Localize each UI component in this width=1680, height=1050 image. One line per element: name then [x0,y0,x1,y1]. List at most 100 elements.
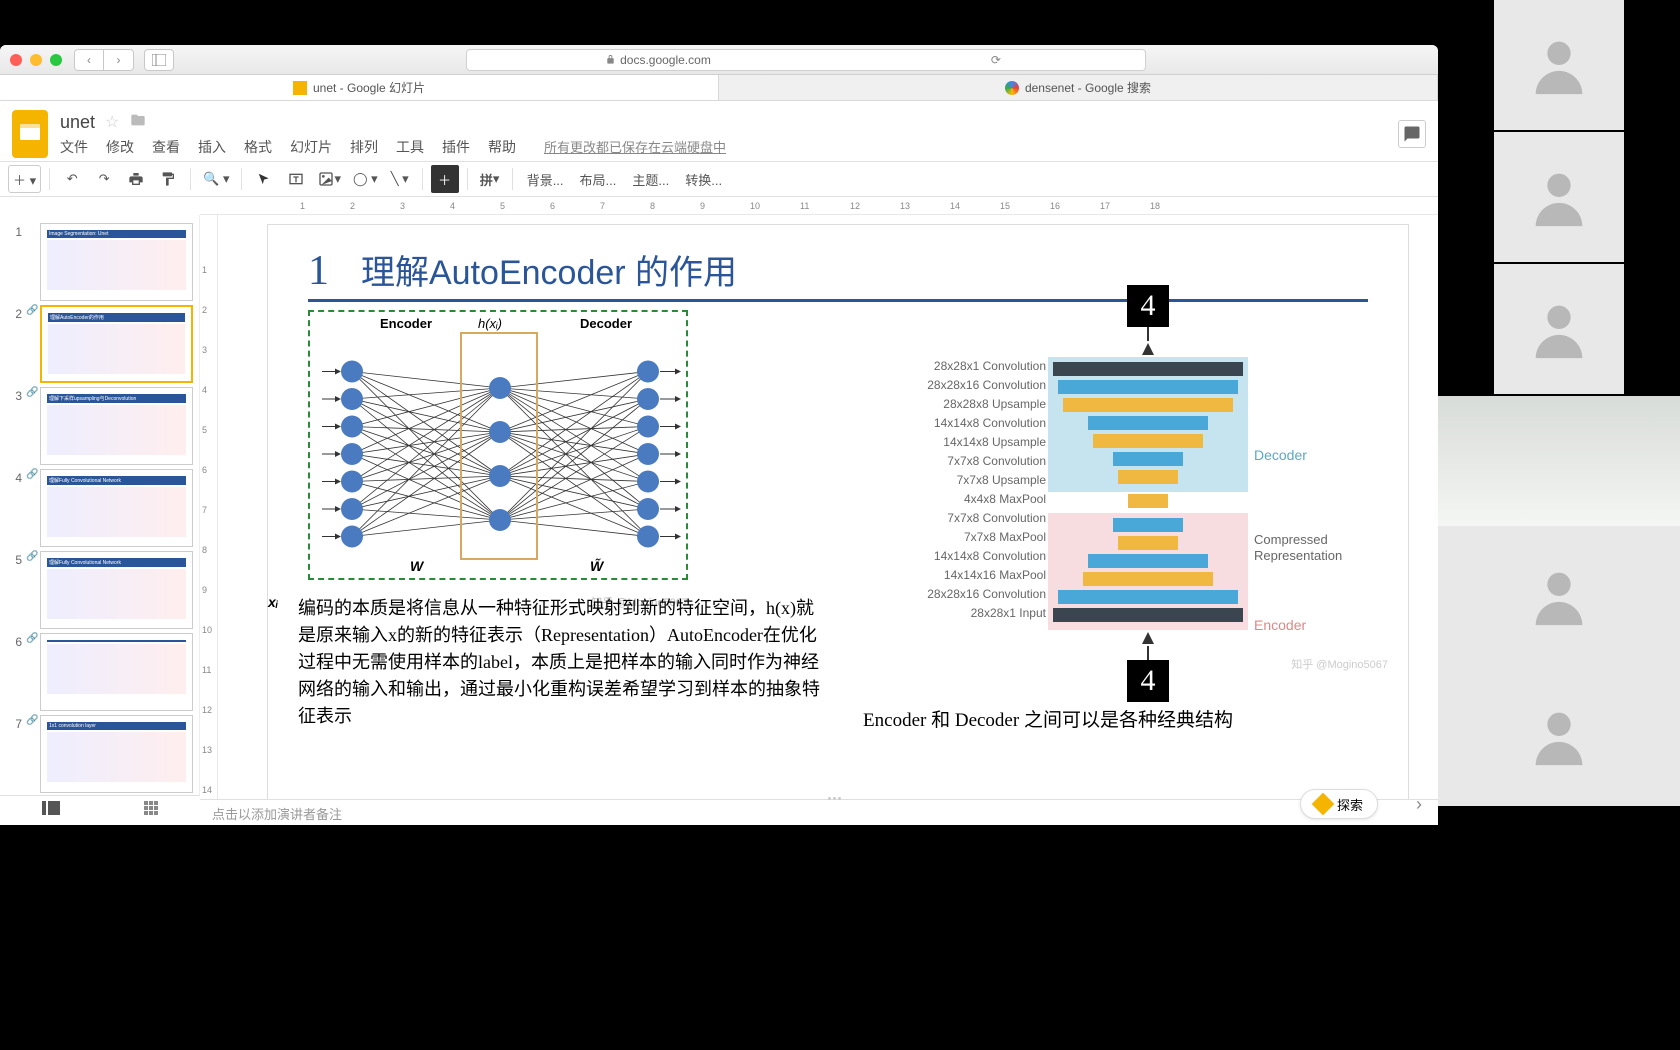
right-caption: Encoder 和 Decoder 之间可以是各种经典结构 [808,705,1288,732]
sidebar-toggle[interactable] [144,49,174,71]
safari-window: ‹ › docs.google.com ⟳ unet - Google 幻灯片 … [0,45,1438,825]
nav-buttons: ‹ › [74,49,134,71]
theme-button[interactable]: 主题... [626,170,675,189]
thumbnail-row[interactable]: 1Image Segmentation: Unet [0,221,199,303]
menu-view[interactable]: 查看 [152,137,180,157]
print-button[interactable] [122,165,150,193]
explore-icon [1312,793,1335,816]
participant-tile-camera[interactable] [1438,396,1680,526]
align-tool[interactable]: 拼 ▾ [476,165,504,193]
window-controls [10,54,62,66]
hidden-highlight [460,332,538,560]
x-label: xᵢ [268,594,278,610]
background-button[interactable]: 背景... [521,170,570,189]
canvas[interactable]: 1 理解AutoEncoder 的作用 Encoder h(xᵢ) Decode… [218,215,1438,813]
body-paragraph: 编码的本质是将信息从一种特征形式映射到新的特征空间，h(x)就是原来输入x的新的… [298,595,828,730]
doc-title[interactable]: unet [60,112,95,133]
thumbnail-row[interactable]: 4🔗理解Fully Convolutional Network [0,467,199,549]
thumbnail-row[interactable]: 2🔗理解AutoEncoder的作用 [0,303,199,385]
toolbar: ＋ ▾ ↶ ↷ 🔍 ▾ ▾ ◯ ▾ ╲ ▾ ＋ 拼 ▾ 背景... 布局... … [0,161,1438,197]
titlebar: ‹ › docs.google.com ⟳ [0,45,1438,75]
back-button[interactable]: ‹ [74,49,104,71]
thumbnail-row[interactable]: 6🔗 [0,631,199,713]
slides-favicon [293,81,307,95]
encoder-side-label: Encoder [1254,617,1306,633]
lock-icon [605,54,616,65]
slides-header: unet ☆ 文件 修改 查看 插入 格式 幻灯片 排列 工具 插件 帮助 所有… [0,101,1438,161]
participant-tile[interactable] [1494,0,1624,130]
minimize-button[interactable] [30,54,42,66]
slide[interactable]: 1 理解AutoEncoder 的作用 Encoder h(xᵢ) Decode… [268,225,1408,805]
horizontal-ruler: 123456789101112131415161718 [200,197,1438,215]
comments-button[interactable] [1398,120,1426,148]
menu-addons[interactable]: 插件 [442,137,470,157]
menu-file[interactable]: 文件 [60,137,88,157]
shape-tool[interactable]: ◯ ▾ [349,165,382,193]
videocall-sidebar [1438,0,1680,825]
decoder-side-label: Decoder [1254,447,1307,463]
new-slide-button[interactable]: ＋ ▾ [8,165,41,193]
paint-format-button[interactable] [154,165,182,193]
url-bar[interactable]: docs.google.com ⟳ [466,49,1146,71]
save-status[interactable]: 所有更改都已保存在云端硬盘中 [544,137,726,156]
comment-tool[interactable]: ＋ [431,165,459,193]
slide-section-number: 1 [308,247,329,295]
maximize-button[interactable] [50,54,62,66]
menu-tools[interactable]: 工具 [396,137,424,157]
notes-resize-grip[interactable] [819,797,849,803]
slides-logo-icon[interactable] [12,110,48,158]
google-favicon [1005,81,1019,95]
watermark: 知乎 @Mogino5067 [1291,656,1388,672]
thumbnail-row[interactable]: 7🔗1x1 convolution layer [0,713,199,795]
next-arrow[interactable]: › [1416,794,1422,815]
up-arrow-icon [1142,632,1154,644]
speaker-notes[interactable]: 点击以添加演讲者备注 [200,799,1438,825]
image-tool[interactable]: ▾ [314,165,345,193]
thumbnail-row[interactable]: 3🔗理解下采样upsampling与Deconvolution [0,385,199,467]
tab-label: unet - Google 幻灯片 [313,79,425,96]
menu-format[interactable]: 格式 [244,137,272,157]
tab-slides[interactable]: unet - Google 幻灯片 [0,75,719,100]
tab-bar: unet - Google 幻灯片 densenet - Google 搜索 [0,75,1438,101]
menu-bar: 文件 修改 查看 插入 格式 幻灯片 排列 工具 插件 帮助 所有更改都已保存在… [60,137,1398,157]
editor: 1Image Segmentation: Unet2🔗理解AutoEncoder… [0,215,1438,813]
tab-search[interactable]: densenet - Google 搜索 [719,75,1438,100]
grid-view-icon[interactable] [144,801,158,820]
architecture-diagram: 4 28x28x1 Convolution28x28x16 Convolutio… [908,285,1388,702]
menu-arrange[interactable]: 排列 [350,137,378,157]
autoencoder-diagram: Encoder h(xᵢ) Decoder W W̃ xᵢ 知乎 @Mogino… [268,302,708,580]
w2-label: W̃ [590,558,603,574]
close-button[interactable] [10,54,22,66]
transition-button[interactable]: 转换... [679,170,728,189]
reload-icon[interactable]: ⟳ [991,53,1007,67]
participant-tile[interactable] [1438,526,1680,666]
folder-icon[interactable] [129,112,147,133]
view-bar [0,795,200,825]
select-tool[interactable] [250,165,278,193]
textbox-tool[interactable] [282,165,310,193]
participant-tile[interactable] [1438,666,1680,806]
zoom-button[interactable]: 🔍 ▾ [199,165,233,193]
thumbnail-row[interactable]: 5🔗理解Fully Convolutional Network [0,549,199,631]
explore-label: 探索 [1337,795,1363,814]
star-icon[interactable]: ☆ [105,112,119,132]
menu-edit[interactable]: 修改 [106,137,134,157]
participant-tile[interactable] [1494,132,1624,262]
thumbnail-panel[interactable]: 1Image Segmentation: Unet2🔗理解AutoEncoder… [0,215,200,813]
layout-button[interactable]: 布局... [574,170,623,189]
undo-button[interactable]: ↶ [58,165,86,193]
forward-button[interactable]: › [104,49,134,71]
line-tool[interactable]: ╲ ▾ [386,165,414,193]
up-arrow-icon [1142,343,1154,355]
redo-button[interactable]: ↷ [90,165,118,193]
filmstrip-view-icon[interactable] [42,801,60,820]
notes-placeholder: 点击以添加演讲者备注 [212,807,342,822]
compressed-label: CompressedRepresentation [1254,532,1342,563]
explore-button[interactable]: 探索 [1300,789,1378,819]
menu-insert[interactable]: 插入 [198,137,226,157]
vertical-ruler: 1234567891011121314 [200,215,218,813]
menu-slide[interactable]: 幻灯片 [290,137,332,157]
tab-label: densenet - Google 搜索 [1025,79,1151,96]
participant-tile[interactable] [1494,264,1624,394]
menu-help[interactable]: 帮助 [488,137,516,157]
